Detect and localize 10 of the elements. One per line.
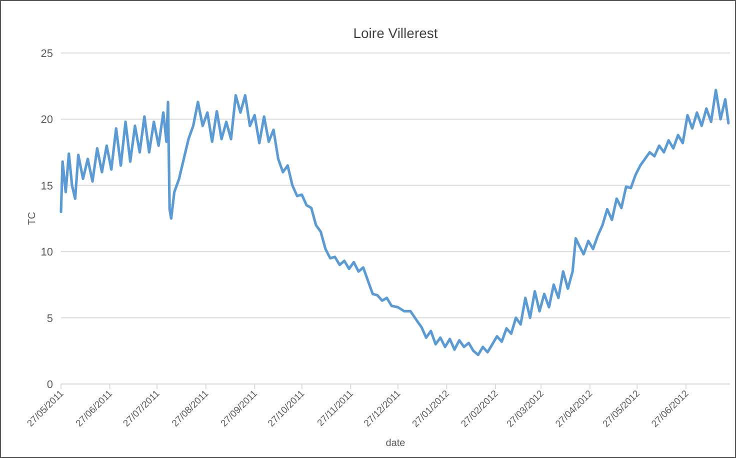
y-axis-title: TC: [27, 212, 38, 226]
line-series: [60, 88, 730, 356]
y-tick-label: 15: [40, 180, 53, 192]
y-tick-label: 25: [40, 48, 53, 60]
y-tick-label: 0: [46, 379, 53, 391]
x-axis-title: date: [386, 438, 406, 449]
y-tick-label: 10: [40, 246, 53, 259]
y-tick-label: 20: [40, 114, 53, 126]
chart-title: Loire Villerest: [353, 25, 438, 41]
y-tick-label: 5: [46, 312, 53, 325]
